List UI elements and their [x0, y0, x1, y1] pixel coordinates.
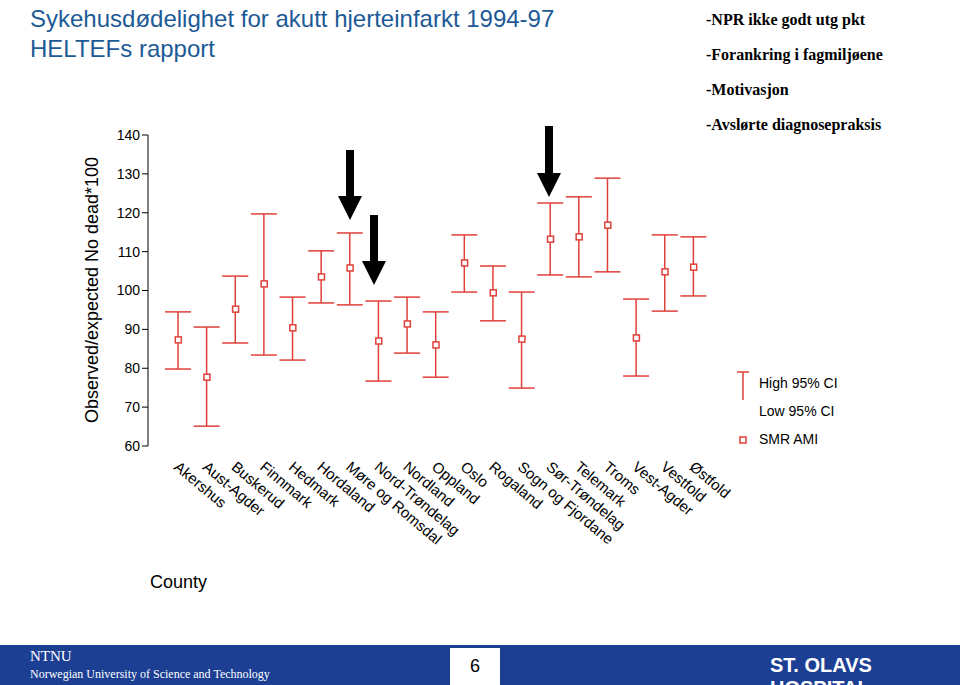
html-text:-Motivasjon: -Motivasjon: [706, 81, 789, 98]
svg-text:Møre og Romsdal: Møre og Romsdal: [343, 457, 446, 548]
html-text:6: 6: [470, 656, 480, 676]
svg-text:70: 70: [124, 399, 140, 415]
html-text:-Avslørte diagnosepraksis: -Avslørte diagnosepraksis: [706, 116, 882, 133]
html-text:High 95% CI: High 95% CI: [759, 375, 838, 391]
html-text:HELTEFs rapport: HELTEFs rapport: [30, 35, 215, 62]
svg-text:Nordland: Nordland: [400, 457, 458, 510]
html-text:-NPR ikke godt utg pkt: -NPR ikke godt utg pkt: [706, 11, 866, 28]
svg-text:Sør-Trøndelag: Sør-Trøndelag: [543, 457, 629, 534]
svg-text:Hordaland: Hordaland: [314, 457, 379, 516]
svg-text:140: 140: [117, 127, 141, 143]
svg-text:Troms: Troms: [600, 457, 644, 498]
html-text:Low 95% CI: Low 95% CI: [759, 403, 835, 419]
html-text:Observed/expected No dead*100: Observed/expected No dead*100: [81, 156, 102, 424]
html-text:County: County: [150, 572, 207, 592]
html-text:-Forankring i fagmiljøene: -Forankring i fagmiljøene: [706, 46, 883, 63]
svg-text:Østfold: Østfold: [687, 458, 734, 502]
svg-text:130: 130: [117, 166, 141, 182]
svg-text:Rogaland: Rogaland: [486, 457, 547, 513]
svg-text:90: 90: [124, 321, 140, 337]
svg-text:Oppland: Oppland: [428, 457, 484, 508]
svg-text:Sogn og Fjordane: Sogn og Fjordane: [514, 457, 618, 548]
html-text:SMR AMI: SMR AMI: [759, 431, 819, 447]
html-text:Norwegian University of Scienc: Norwegian University of Science and Tech…: [30, 667, 270, 681]
svg-text:Akershus: Akershus: [171, 457, 230, 512]
svg-text:110: 110: [118, 244, 141, 260]
svg-text:Nord-Trøndelag: Nord-Trøndelag: [371, 457, 464, 539]
svg-text:Oslo: Oslo: [458, 458, 493, 491]
svg-text:Vest-Agder: Vest-Agder: [629, 457, 698, 519]
svg-text:Vestfold: Vestfold: [657, 457, 710, 506]
svg-text:80: 80: [124, 360, 140, 376]
svg-text:Telemark: Telemark: [572, 457, 630, 510]
svg-text:100: 100: [117, 282, 141, 298]
svg-text:Hedmark: Hedmark: [285, 457, 344, 510]
html-text:Sykehusdødelighet for akutt hj: Sykehusdødelighet for akutt hjerteinfark…: [30, 5, 555, 32]
svg-text:Buskerud: Buskerud: [228, 457, 288, 512]
svg-text:Aust-Agder: Aust-Agder: [199, 457, 269, 520]
svg-text:Finnmark: Finnmark: [257, 457, 316, 512]
svg-text:60: 60: [124, 438, 140, 454]
html-text:NTNU: NTNU: [30, 648, 72, 664]
svg-text:120: 120: [117, 205, 141, 221]
